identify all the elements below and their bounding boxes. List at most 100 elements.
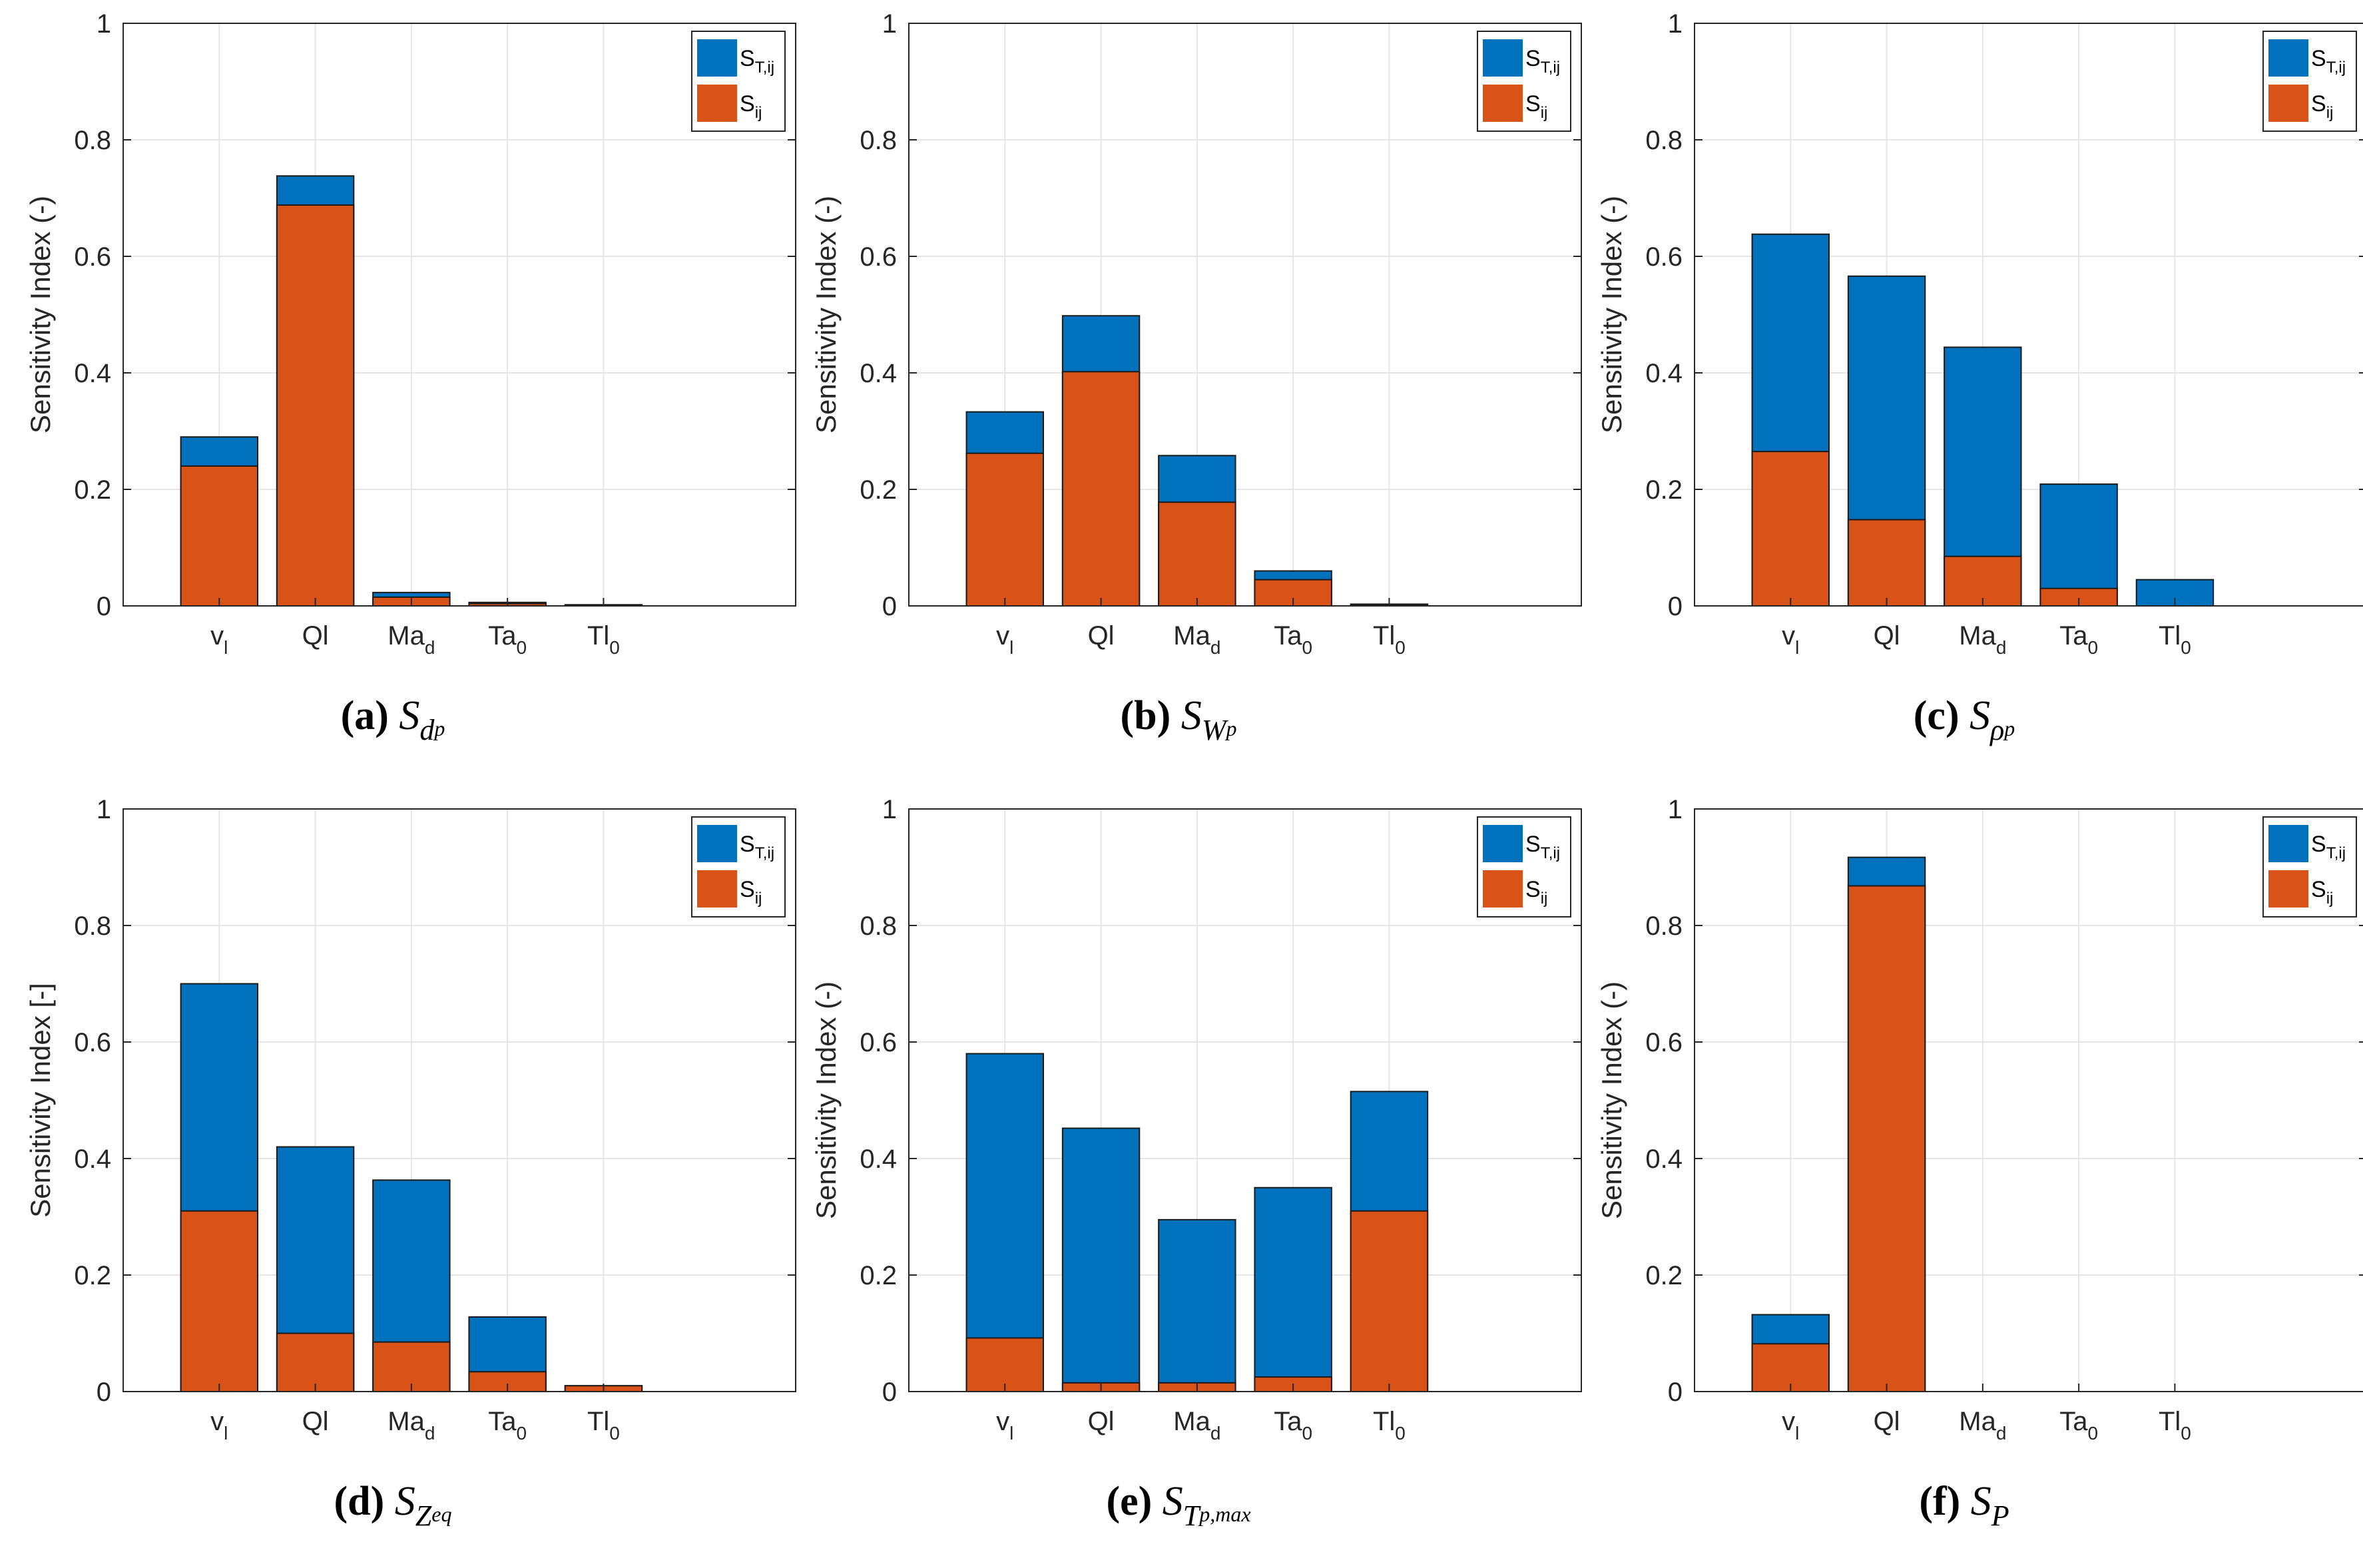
x-tick-label: Ta0 <box>1274 621 1312 658</box>
grid <box>1695 808 2363 1392</box>
y-tick-label: 0.6 <box>860 242 897 272</box>
caption-b: (b) SWp <box>786 692 1571 747</box>
legend-label-1: Sij <box>1525 877 1547 908</box>
x-tick-label: Ta0 <box>488 1407 527 1443</box>
y-axis-label: Sensitivity Index [-] <box>25 983 56 1217</box>
y-tick-label: 0.4 <box>860 359 897 388</box>
axis-box <box>908 808 1582 1392</box>
caption-f-sub: P <box>1991 1499 2009 1532</box>
y-tick-label: 0.2 <box>74 475 111 505</box>
x-tick-label: vl <box>996 1407 1013 1443</box>
bar-total-3 <box>2039 483 2118 607</box>
panel-a: 0 0.2 0.4 0.6 0.8 1 Sensitivity Index (-) vl Ql M… <box>0 0 796 779</box>
x-tick-label: Mad <box>388 1407 435 1443</box>
caption-e-symbol: S <box>1162 1479 1183 1524</box>
y-tick-label: 0.2 <box>1645 475 1683 505</box>
legend: ST,ij Sij <box>691 31 786 132</box>
caption-b-subsub: p <box>1226 716 1237 740</box>
bar-first-0 <box>180 1210 259 1392</box>
bars <box>180 983 643 1392</box>
legend-label-1: Sij <box>740 91 762 122</box>
chart-e: 0 0.2 0.4 0.6 0.8 1 Sensitivity Index (-) vl Ql M… <box>810 795 1582 1443</box>
x-tick-label: Tl0 <box>2159 1407 2191 1443</box>
legend-swatch-1 <box>697 85 737 122</box>
x-tick-label: Ta0 <box>488 621 527 658</box>
caption-c-symbol: S <box>1969 693 1991 738</box>
y-tick-label: 0.8 <box>1645 126 1683 155</box>
y-tick-label: 0.8 <box>74 126 111 155</box>
caption-c-subsub: p <box>2004 716 2015 740</box>
y-tick-label: 1 <box>882 9 897 39</box>
x-tick-label: vl <box>210 621 228 658</box>
bar-first-2 <box>372 1341 451 1392</box>
y-tick-label: 0.6 <box>860 1028 897 1057</box>
caption-b-symbol: S <box>1181 693 1202 738</box>
y-tick-label: 0.8 <box>860 912 897 941</box>
bar-total-3 <box>1254 1186 1332 1392</box>
grid <box>123 23 796 607</box>
x-tick-label: vl <box>1782 1407 1799 1443</box>
x-axis: vl Ql Mad Ta0 Tl0 <box>210 1384 620 1443</box>
legend-swatch-0 <box>697 39 737 77</box>
legend-label-0: ST,ij <box>2311 832 2346 862</box>
axis-box <box>123 808 796 1392</box>
x-tick-label: vl <box>996 621 1013 658</box>
panel-d: 0 0.2 0.4 0.6 0.8 1 Sensitivity Index [-] vl Ql M… <box>0 786 796 1565</box>
x-tick-label: Ta0 <box>1274 1407 1312 1443</box>
bar-first-0 <box>1751 451 1830 607</box>
legend-swatch-1 <box>697 870 737 908</box>
y-tick-label: 1 <box>97 795 111 824</box>
chart-f: 0 0.2 0.4 0.6 0.8 1 Sensitivity Index (-) vl Ql M… <box>1596 795 2363 1443</box>
bar-first-1 <box>276 1332 355 1392</box>
panel-c: 0 0.2 0.4 0.6 0.8 1 Sensitivity Index (-) vl Ql M… <box>1571 0 2363 779</box>
caption-d-label: (d) <box>334 1479 385 1524</box>
caption-c-sub: ρ <box>1990 714 2005 746</box>
axis-box <box>123 23 796 607</box>
bar-first-1 <box>1061 371 1141 607</box>
chart-a: 0 0.2 0.4 0.6 0.8 1 Sensitivity Index (-) vl Ql M… <box>25 9 796 658</box>
y-tick-label: 0 <box>1668 1378 1683 1407</box>
y-tick-label: 1 <box>1668 9 1683 39</box>
y-tick-label: 1 <box>882 795 897 824</box>
y-axis: 0 0.2 0.4 0.6 0.8 1 <box>74 795 796 1407</box>
y-tick-label: 0.6 <box>1645 242 1683 272</box>
y-tick-label: 0.2 <box>860 475 897 505</box>
bar-first-1 <box>1847 885 1926 1392</box>
caption-a: (a) Sdp <box>0 692 786 747</box>
caption-e: (e) STp,max <box>786 1478 1571 1533</box>
y-axis: 0 0.2 0.4 0.6 0.8 1 <box>1645 795 2363 1407</box>
bars <box>1751 856 1926 1392</box>
legend-label-1: Sij <box>2311 877 2333 908</box>
legend-label-1: Sij <box>740 877 762 908</box>
x-tick-label: Mad <box>1959 621 2006 658</box>
bar-first-0 <box>965 452 1045 607</box>
legend-label-0: ST,ij <box>1525 46 1560 77</box>
legend-label-0: ST,ij <box>2311 46 2346 77</box>
caption-d-symbol: S <box>394 1479 415 1524</box>
y-axis-label: Sensitivity Index (-) <box>810 981 842 1219</box>
x-tick-label: Ql <box>302 621 329 651</box>
legend-label-0: ST,ij <box>740 46 774 77</box>
y-tick-label: 0 <box>1668 592 1683 621</box>
x-tick-label: Tl0 <box>587 1407 620 1443</box>
legend-swatch-1 <box>2268 85 2308 122</box>
bars <box>180 175 643 607</box>
plot-area <box>1695 809 2363 1392</box>
legend: ST,ij Sij <box>1477 31 1571 132</box>
y-axis-label: Sensitivity Index (-) <box>25 196 56 433</box>
x-tick-label: Mad <box>1173 1407 1220 1443</box>
x-tick-label: Ql <box>1088 1407 1115 1436</box>
y-tick-label: 0 <box>97 592 111 621</box>
x-tick-label: Tl0 <box>2159 621 2191 658</box>
x-tick-label: Mad <box>1959 1407 2006 1443</box>
bar-first-1 <box>1847 519 1926 607</box>
x-tick-label: Ta0 <box>2059 1407 2098 1443</box>
x-axis: vl Ql Mad Ta0 Tl0 <box>210 598 620 658</box>
legend-swatch-0 <box>1483 825 1523 862</box>
x-tick-label: Tl0 <box>1373 1407 1406 1443</box>
y-tick-label: 0 <box>97 1378 111 1407</box>
legend-label-0: ST,ij <box>740 832 774 862</box>
caption-f: (f) SP <box>1571 1478 2357 1533</box>
legend: ST,ij Sij <box>691 816 786 917</box>
x-tick-label: vl <box>1782 621 1799 658</box>
